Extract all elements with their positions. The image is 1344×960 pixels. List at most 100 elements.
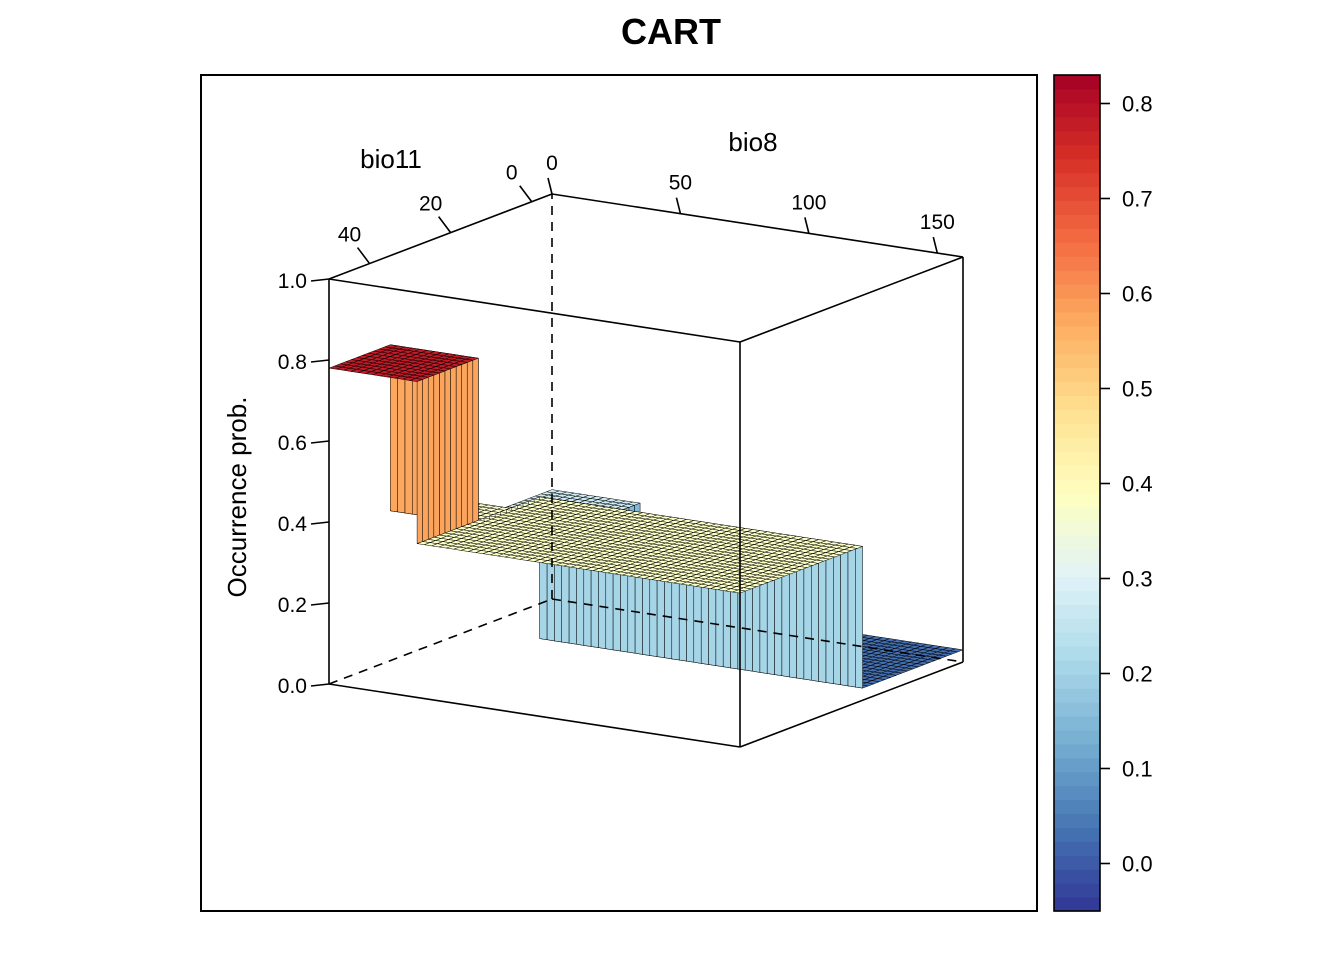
surface-facet [422, 376, 429, 542]
colorbar-swatch [1054, 493, 1100, 508]
surface-facet [855, 544, 863, 689]
colorbar-swatch [1054, 465, 1100, 480]
colorbar-swatch [1054, 451, 1100, 466]
y-tick-mark [356, 247, 371, 265]
colorbar-swatch [1054, 284, 1100, 299]
colorbar-swatch [1054, 785, 1100, 801]
z-tick-label: 0.6 [278, 432, 307, 455]
colorbar-swatch [1054, 771, 1100, 787]
box-layer [328, 193, 964, 748]
colorbar-tick-label: 0.6 [1122, 282, 1153, 307]
colorbar-swatch [1054, 214, 1100, 229]
colorbar-swatch [1054, 688, 1100, 703]
surface-facet [847, 543, 856, 688]
z-tick-mark [310, 683, 330, 687]
surface-facet [444, 368, 451, 534]
surface-facet [427, 374, 435, 540]
x-tick-label: 100 [791, 191, 826, 214]
x-tick-mark [932, 236, 939, 254]
surface-facet [416, 379, 423, 544]
colorbar-swatch [1054, 172, 1100, 188]
box-edge [328, 278, 741, 343]
colorbar-swatch [1054, 228, 1100, 243]
colorbar-swatch [1054, 158, 1100, 174]
surface-facet [466, 359, 474, 525]
z-tick-label: 0.8 [278, 351, 307, 374]
z-tick-label: 0.0 [278, 675, 307, 698]
surface-facet [825, 540, 834, 684]
colorbar-swatch [1054, 367, 1100, 383]
colorbar-swatch [1054, 88, 1100, 104]
box-edge [551, 193, 964, 258]
colorbar-swatch [1054, 883, 1100, 898]
colorbar-tick-label: 0.1 [1122, 757, 1153, 782]
colorbar-tick-label: 0.5 [1122, 377, 1153, 402]
z-tick-label: 0.2 [278, 594, 307, 617]
y-tick-mark [519, 185, 533, 203]
box-edge [739, 256, 964, 343]
colorbar-swatch [1054, 311, 1100, 327]
y-axis-label: bio11 [360, 144, 422, 174]
box-edge [739, 661, 964, 748]
colorbar-swatch [1054, 576, 1100, 592]
colorbar-tick-label: 0.7 [1122, 187, 1153, 212]
x-axis-label: bio8 [728, 127, 777, 157]
colorbar-swatch [1054, 242, 1100, 257]
colorbar-swatch [1054, 548, 1100, 564]
colorbar-swatch [1054, 256, 1100, 271]
colorbar-swatch [1054, 743, 1100, 759]
colorbar-swatch [1054, 506, 1100, 522]
axis-layer: 0 50 100 150 0 20 40 0.0 0.2 0.4 0.6 0.8 1.0 [278, 152, 955, 698]
colorbar-swatch [1054, 590, 1100, 606]
colorbar-swatch [1054, 646, 1100, 661]
z-tick-label: 0.4 [278, 513, 308, 536]
colorbar: 0.0 0.1 0.2 0.3 0.4 0.5 0.6 0.7 0.8 [1053, 74, 1153, 912]
colorbar-swatch [1054, 702, 1100, 717]
surface-layer [328, 344, 964, 689]
colorbar-swatch [1054, 813, 1100, 828]
y-tick-label: 0 [506, 162, 518, 185]
y-tick-label: 20 [419, 193, 442, 216]
colorbar-frame [1053, 74, 1101, 912]
colorbar-swatch [1054, 200, 1100, 215]
colorbar-swatch [1054, 479, 1100, 494]
colorbar-swatch [1054, 855, 1100, 870]
colorbar-swatch [1054, 297, 1100, 313]
z-tick-mark [310, 440, 330, 444]
box-edge [328, 193, 553, 280]
surface-facet [439, 370, 446, 536]
z-tick-mark [310, 278, 330, 282]
colorbar-swatch [1054, 715, 1100, 731]
colorbar-swatch [1054, 632, 1100, 647]
x-tick-label: 50 [669, 172, 692, 195]
colorbar-swatch [1054, 409, 1100, 424]
z-tick-mark [310, 359, 330, 363]
colorbar-tick-label: 0.0 [1122, 852, 1153, 877]
colorbar-swatch [1054, 604, 1100, 619]
colorbar-swatch [1054, 869, 1100, 884]
colorbar-tick-label: 0.8 [1122, 92, 1153, 117]
colorbar-swatch [1054, 841, 1100, 856]
colorbar-swatch [1054, 353, 1100, 369]
colorbar-swatch [1054, 144, 1100, 160]
surface-facet [461, 362, 468, 527]
colorbar-swatch [1054, 339, 1100, 355]
surface-facet [731, 589, 747, 594]
z-tick-mark [310, 521, 330, 525]
colorbar-swatch [1054, 116, 1100, 132]
x-tick-label: 150 [920, 211, 955, 234]
surface-facet [840, 542, 849, 687]
surface-facet [472, 357, 479, 523]
colorbar-swatch [1054, 102, 1100, 118]
box-edge-hidden [551, 598, 964, 663]
z-axis-label: Occurrence prob. [222, 397, 252, 598]
colorbar-swatch [1054, 674, 1100, 689]
colorbar-swatch [1054, 729, 1100, 745]
surface-facet [455, 364, 462, 530]
colorbar-swatch [1054, 75, 1100, 90]
colorbar-swatch [1054, 618, 1100, 633]
colorbar-swatch [1054, 757, 1100, 773]
colorbar-swatch [1054, 534, 1100, 550]
colorbar-swatch [1054, 827, 1100, 842]
